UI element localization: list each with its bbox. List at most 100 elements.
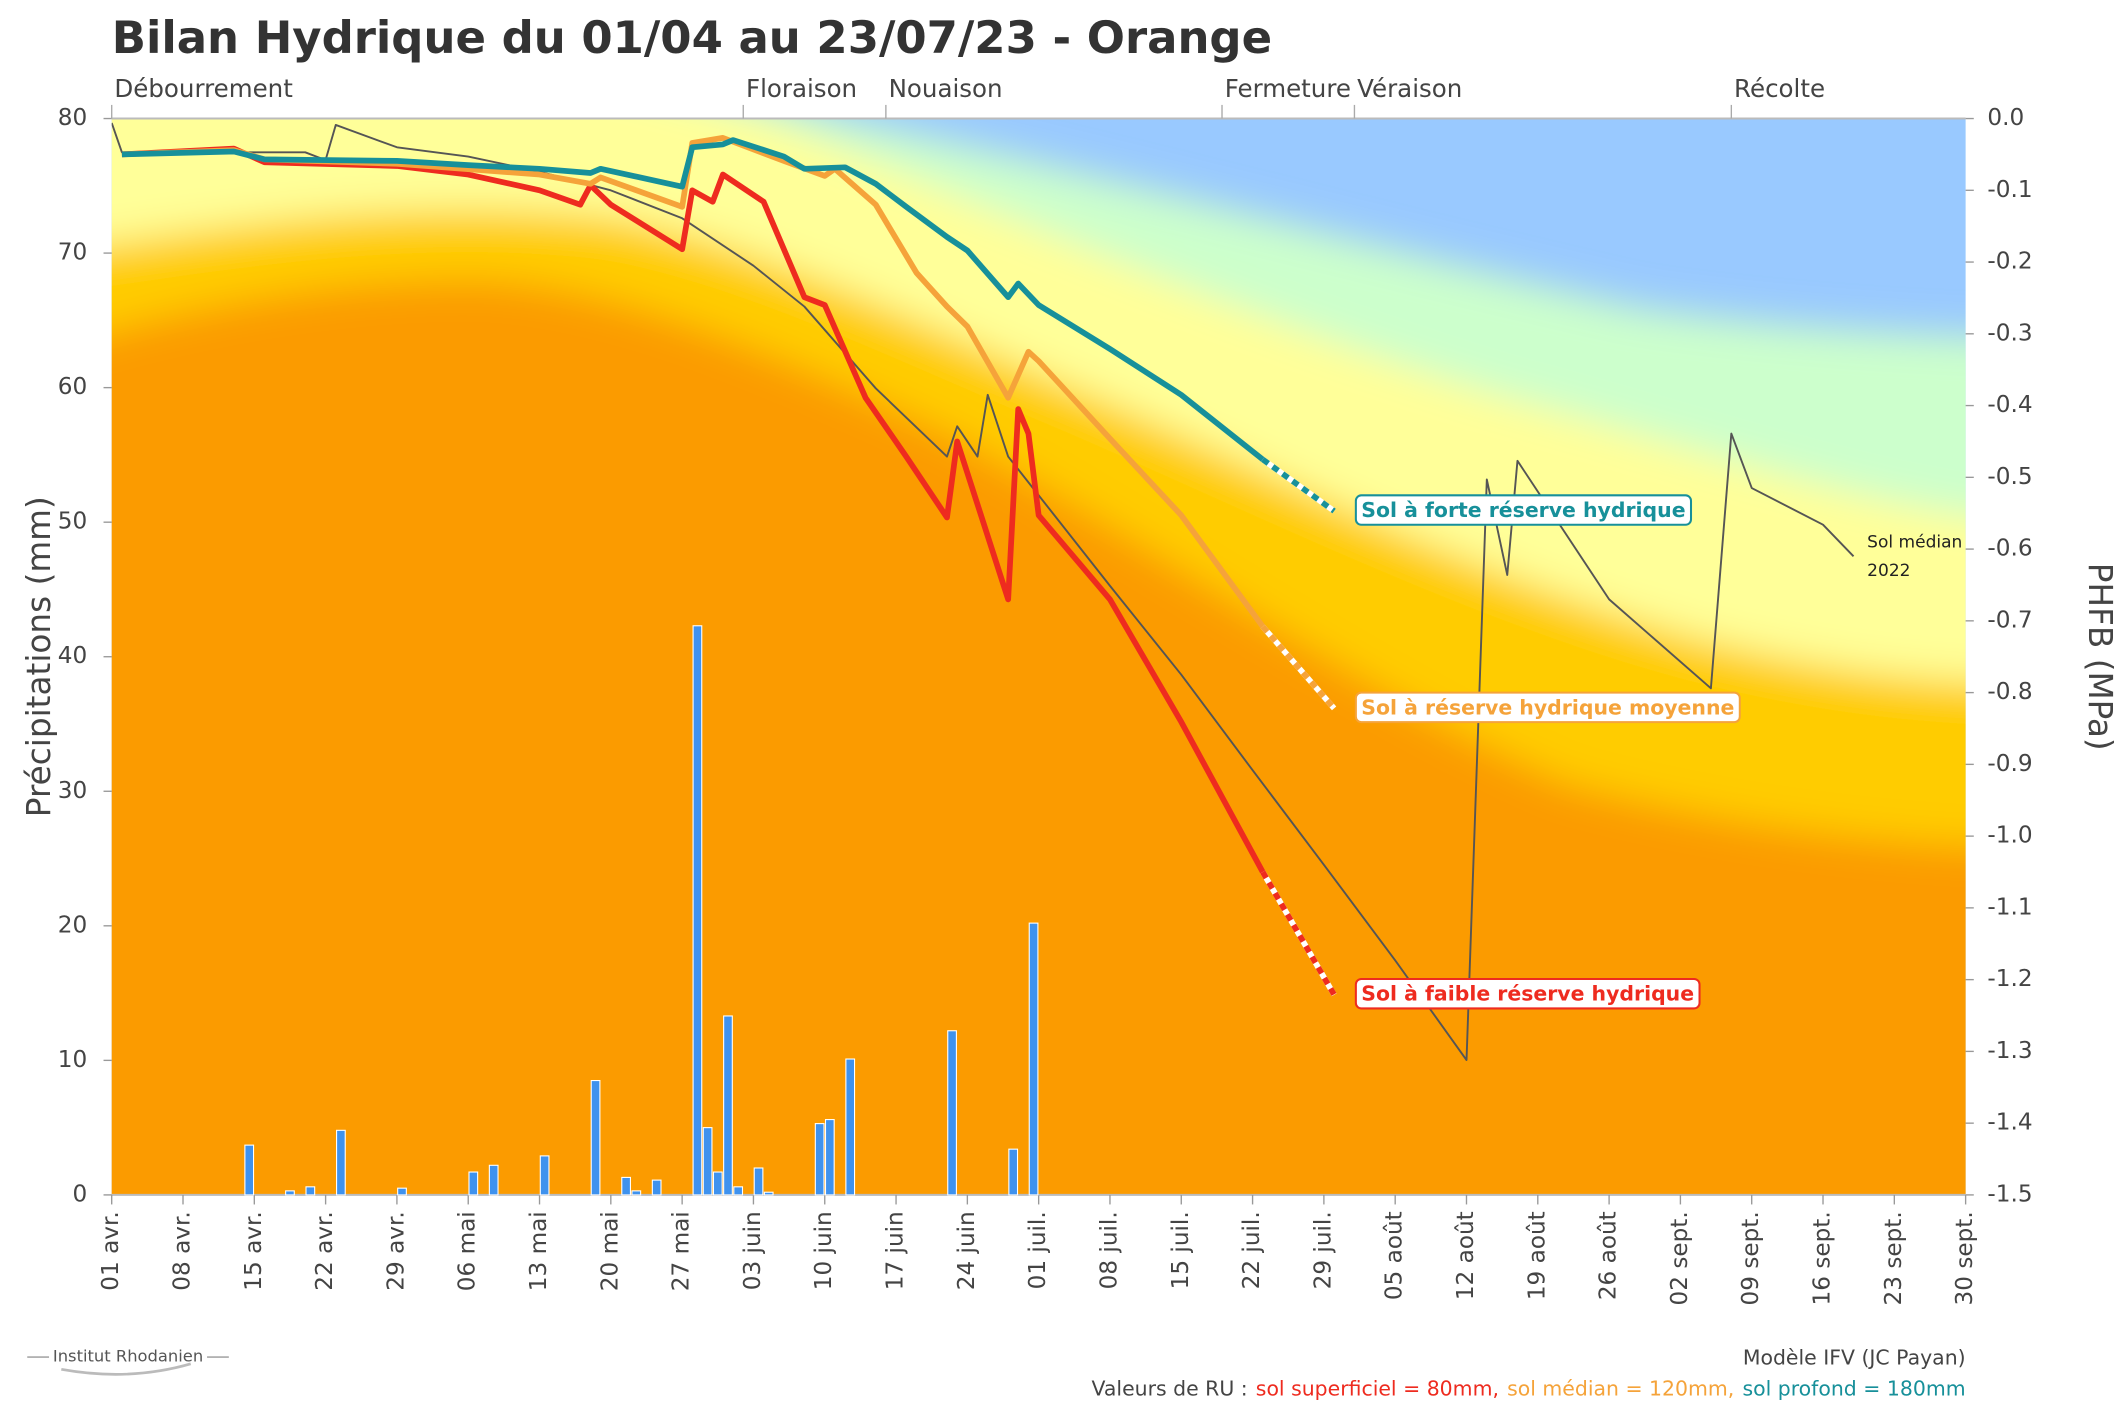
y2-tick-label: -1.4 [1987,1110,2032,1136]
y2-tick-label: -0.3 [1987,320,2032,346]
y-tick-label: 80 [58,105,87,131]
precipitation-bar [488,1164,499,1196]
zone-orange [111,279,1966,1195]
precipitation-bar [712,1171,723,1196]
series-label-box [1354,977,1701,1010]
x-tick-label: 08 avr. [170,1211,196,1290]
x-tick-label: 15 juil. [1168,1211,1194,1289]
x-tick-label: 23 sept. [1881,1211,1907,1305]
x-tick-label: 15 avr. [241,1211,267,1290]
precipitation-bar [702,1127,713,1196]
x-tick-label: 17 juin [883,1211,909,1290]
chart-title: Bilan Hydrique du 01/04 au 23/07/23 - Or… [112,11,1272,64]
series-label-box [1354,691,1741,724]
logo-text: Institut Rhodanien [53,1347,203,1366]
x-tick-label: 12 août [1453,1211,1479,1300]
y2-tick-label: -0.4 [1987,392,2032,418]
x-tick-label: 19 août [1524,1211,1550,1300]
stage-label: Véraison [1357,74,1462,103]
series-label-line: Sol médian [1867,533,1962,553]
ru-item: sol superficiel = 80mm, [1256,1377,1499,1401]
stage-label: Récolte [1734,74,1825,103]
y-tick-label: 60 [58,374,87,400]
precipitation-bar [1008,1148,1019,1196]
x-tick-label: 29 avr. [383,1211,409,1290]
x-tick-label: 22 juil. [1239,1211,1265,1289]
ru-item: sol médian = 120mm, [1507,1377,1734,1401]
x-tick-label: 01 juil. [1025,1211,1051,1289]
y-tick-label: 0 [72,1181,87,1207]
precipitation-bar [1028,922,1039,1196]
x-tick-label: 30 sept. [1952,1211,1978,1305]
y2-tick-label: -0.1 [1987,177,2032,203]
stage-label: Fermeture [1225,74,1351,103]
y2-tick-label: -1.5 [1987,1181,2032,1207]
x-tick-label: 06 mai [455,1211,481,1291]
precipitation-bar [753,1167,764,1196]
precipitation-bar [631,1190,642,1196]
precipitation-bar [824,1119,835,1196]
series-line [121,137,1265,462]
precipitation-bar [468,1171,479,1196]
precipitation-bar [692,625,703,1196]
series-line [121,135,1266,629]
series-line [121,145,1266,874]
precipitation-bar [723,1015,733,1196]
y-axis-title: Précipitations (mm) [20,496,58,817]
precipitation-bar [814,1123,825,1196]
precipitation-bar [590,1080,601,1196]
precipitation-bar [763,1191,774,1196]
y2-axis-title: PHFB (MPa) [2081,563,2119,751]
y2-tick-label: -0.2 [1987,249,2032,275]
x-tick-label: 08 juil. [1096,1211,1122,1289]
series-label-line: 2022 [1867,561,1910,581]
x-tick-label: 26 août [1596,1211,1622,1300]
series-label: Sol médian 2022 [1867,533,1962,582]
precipitation-bar [733,1186,744,1196]
model-note: Modèle IFV (JC Payan) [1743,1345,1966,1369]
precipitation-bar [244,1144,255,1196]
precipitation-bar [845,1058,856,1196]
ru-prefix: Valeurs de RU : [1092,1377,1248,1401]
y2-tick-label: -1.2 [1987,966,2032,992]
lines [111,122,1855,1061]
series-label: Sol à réserve hydrique moyenne [1361,695,1734,719]
y2-tick-label: -0.5 [1987,464,2032,490]
x-tick-label: 02 sept. [1667,1211,1693,1305]
x-tick-label: 24 juin [954,1211,980,1290]
precipitation-bar [397,1187,407,1196]
y2-tick-label: -0.8 [1987,679,2032,705]
y2-tick-label: 0.0 [1987,105,2024,131]
logo: Institut Rhodanien [27,1347,229,1376]
y-tick-label: 50 [58,509,87,535]
forecast-line [1260,624,1337,711]
forecast-line [1261,457,1336,514]
y-tick-label: 40 [58,643,87,669]
precipitation-bar [651,1179,662,1196]
precipitation-bar [305,1186,316,1196]
precipitation-bar [539,1155,550,1196]
x-tick-label: 16 sept. [1810,1211,1836,1305]
x-tick-label: 10 juin [811,1211,837,1290]
y2-tick-label: -1.3 [1987,1038,2032,1064]
logo-swoosh [61,1362,192,1376]
y2-tick-label: -1.1 [1987,894,2032,920]
precipitation-bar [336,1129,346,1196]
y2-tick-label: -0.7 [1987,607,2032,633]
stage-label: Débourrement [114,74,293,103]
series-label-box [1354,494,1693,526]
y2-tick-label: -0.9 [1987,751,2032,777]
ru-item: sol profond = 180mm [1742,1377,1965,1401]
precipitation-bar [285,1190,295,1196]
ru-note: Valeurs de RU : sol superficiel = 80mm, so… [1092,1377,1966,1401]
series-line [111,122,1855,1061]
precipitation-bar [621,1176,631,1196]
forecast-line-base [1260,870,1337,997]
x-tick-label: 03 juin [740,1211,766,1290]
background-zones [111,118,1966,1195]
y2-tick-label: -0.6 [1987,536,2032,562]
series-label: Sol à faible réserve hydrique [1361,982,1694,1006]
x-tick-label: 05 août [1382,1211,1408,1300]
stage-label: Nouaison [889,74,1003,103]
